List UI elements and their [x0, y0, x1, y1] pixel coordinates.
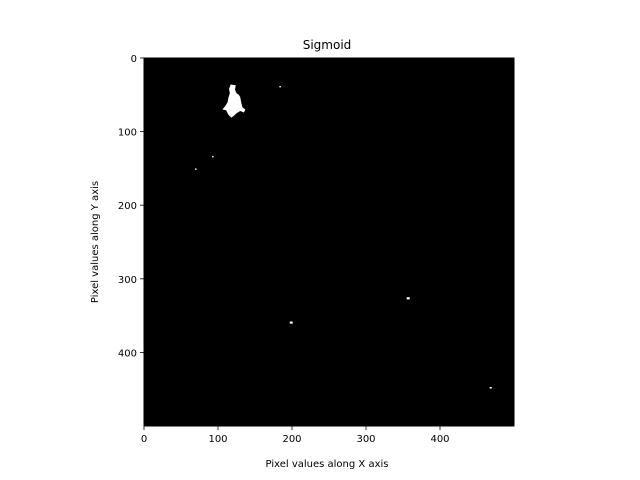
- blob-speck-1: [279, 86, 281, 88]
- y-tick-label: 100: [118, 128, 137, 139]
- blob-speck-3: [195, 168, 197, 170]
- y-tick-label: 200: [118, 201, 137, 212]
- image-background: [144, 58, 514, 426]
- x-tick-label: 0: [141, 434, 147, 445]
- x-axis-ticks: 0 100 200 300 400: [141, 426, 450, 445]
- x-tick-label: 400: [430, 434, 449, 445]
- blob-layer: [195, 84, 492, 389]
- y-tick-label: 300: [118, 275, 137, 286]
- y-tick-label: 400: [118, 348, 137, 359]
- blob-speck-6: [489, 387, 492, 389]
- x-tick-label: 300: [356, 434, 375, 445]
- y-axis-ticks: 0 100 200 300 400: [118, 54, 144, 359]
- blob-speck-5: [289, 321, 293, 324]
- y-axis-label: Pixel values along Y axis: [90, 181, 101, 303]
- axes-frame: [143, 57, 515, 427]
- blob-main-blob: [222, 84, 246, 118]
- blob-speck-2: [212, 155, 214, 158]
- x-tick-label: 200: [282, 434, 301, 445]
- x-axis-label: Pixel values along X axis: [266, 459, 389, 470]
- chart-title: Sigmoid: [303, 38, 352, 52]
- y-tick-label: 0: [131, 54, 137, 65]
- plot-area: [143, 57, 515, 427]
- x-tick-label: 100: [208, 434, 227, 445]
- blob-speck-4: [406, 297, 410, 300]
